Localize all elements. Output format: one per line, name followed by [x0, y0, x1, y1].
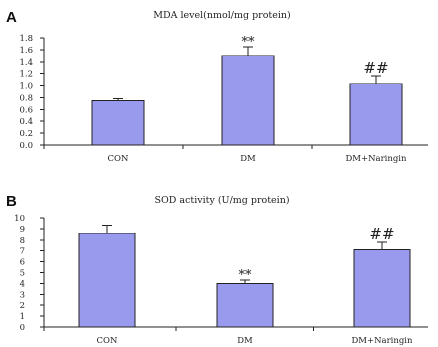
panel-b-y-tick-label: 9: [20, 225, 25, 235]
panel-a-y-tick-label: 1.4: [19, 58, 33, 68]
panel-b-category-label-0: CON: [97, 336, 118, 346]
panel-b-y-tick-label: 10: [14, 214, 25, 224]
panel-b-y-tick-label: 6: [20, 258, 25, 268]
panel-b-y-tick-label: 7: [20, 247, 25, 257]
panel-b-y-tick-label: 0: [20, 323, 25, 333]
panel-b-significance-2: ##: [369, 225, 394, 243]
panel-b-title: SOD activity (U/mg protein): [154, 195, 289, 206]
panel-b-letter: B: [6, 193, 17, 210]
panel-b-significance-1: **: [239, 268, 253, 283]
panel-a-title: MDA level(nmol/mg protein): [153, 10, 290, 21]
panel-a-y-tick-label: 1.6: [19, 46, 33, 56]
panel-a-category-label-2: DM+Naringin: [345, 154, 407, 164]
panel-a-y-tick-label: 1.2: [19, 70, 33, 80]
panel-b-y-tick-label: 1: [20, 312, 25, 322]
panel-a-category-label-0: CON: [108, 154, 129, 164]
panel-a-category-label-1: DM: [240, 154, 256, 164]
panel-b-y-tick-label: 2: [20, 301, 25, 311]
panel-a-bar-2: [349, 83, 403, 146]
panel-a-significance-1: **: [242, 35, 256, 50]
panel-b-y-tick-label: 3: [20, 290, 25, 300]
panel-a-significance-2: ##: [363, 59, 388, 77]
panel-a-y-tick-label: 0.6: [19, 105, 33, 115]
panel-a-y-tick-label: 1.8: [19, 34, 33, 44]
panel-a-letter: A: [6, 9, 17, 26]
panel-a-mda-chart: A MDA level(nmol/mg protein) 0.0 0.2 0.4 0.…: [6, 9, 428, 164]
panel-b-y-tick-label: 4: [20, 279, 25, 289]
panel-b-bar-2: [353, 249, 411, 328]
panel-b-category-label-1: DM: [237, 336, 253, 346]
panel-b-category-label-2: DM+Naringin: [351, 336, 413, 346]
panel-b-bar-1: [216, 282, 274, 328]
panel-b-sod-chart: B SOD activity (U/mg protein) 0123456789…: [6, 193, 428, 346]
panel-a-y-tick-label: 1.0: [19, 82, 33, 92]
panel-a-bar-0: [91, 100, 145, 146]
panel-a-y-tick-label: 0.2: [19, 129, 33, 139]
panel-b-y-tick-label: 8: [20, 236, 25, 246]
panel-a-y-tick-label: 0.0: [19, 141, 33, 151]
panel-b-y-tick-label: 5: [20, 269, 25, 279]
panel-a-y-tick-label: 0.4: [19, 117, 33, 127]
panel-b-bar-0: [78, 232, 136, 328]
panel-a-y-tick-label: 0.8: [19, 93, 33, 103]
panel-a-bar-1: [221, 55, 275, 146]
